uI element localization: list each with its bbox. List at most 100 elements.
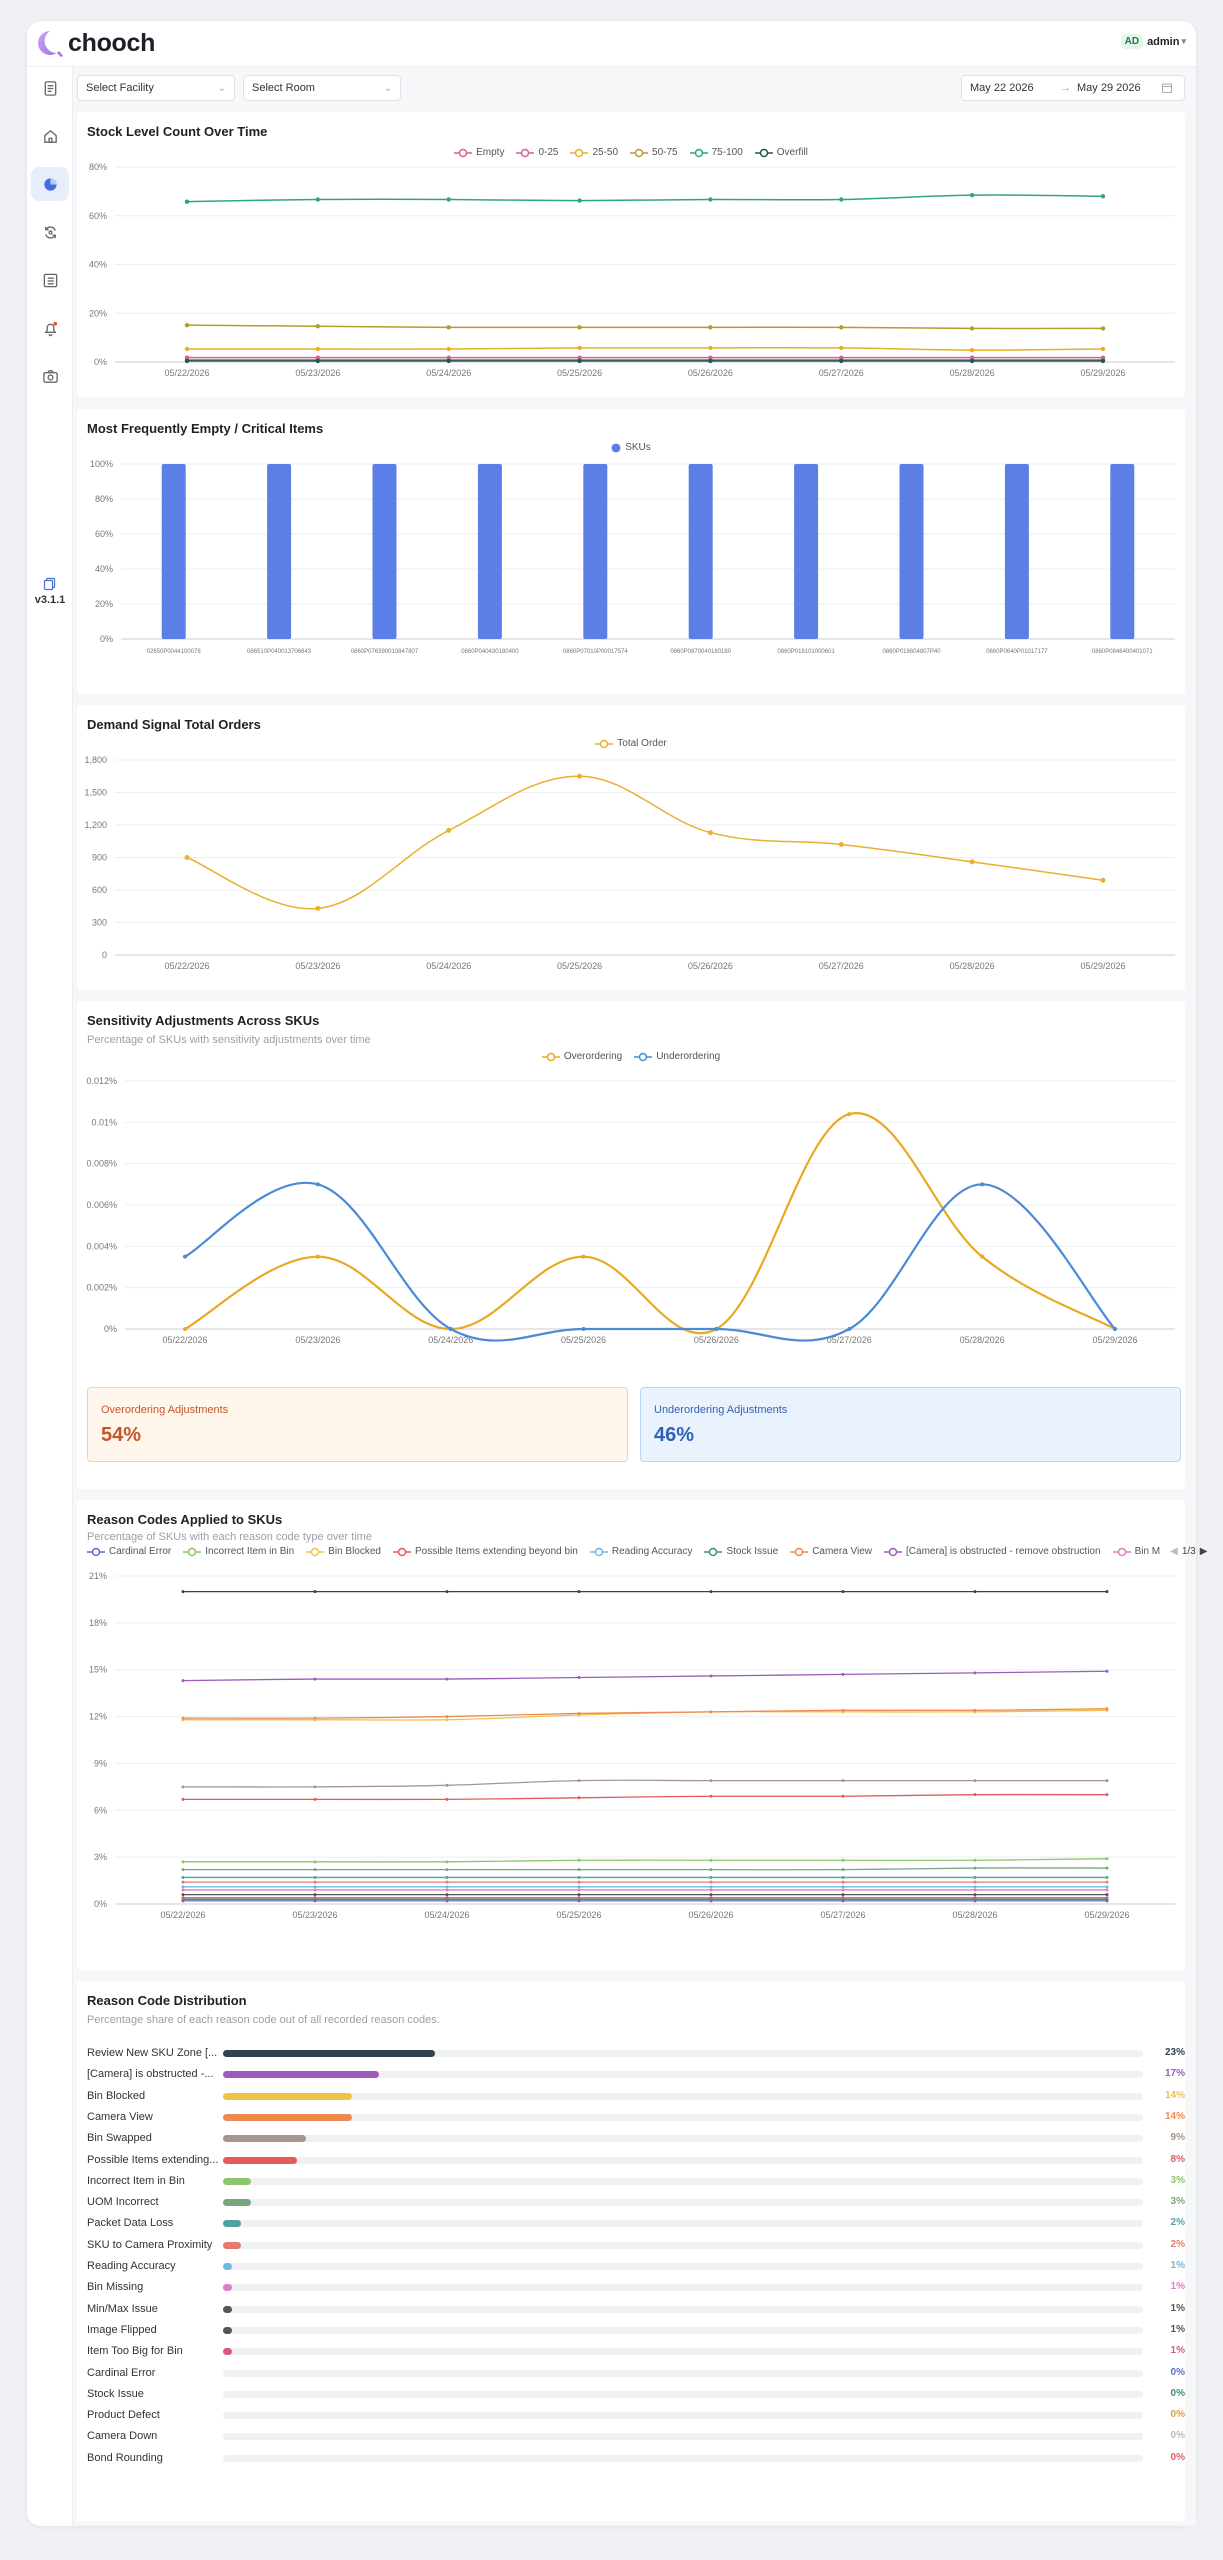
data-point: [577, 1880, 581, 1884]
distribution-row[interactable]: Camera View 14%: [87, 2107, 1185, 2128]
distribution-row[interactable]: Reading Accuracy 1%: [87, 2256, 1185, 2277]
distribution-row[interactable]: Bin Missing 1%: [87, 2277, 1185, 2298]
distribution-label: Min/Max Issue: [87, 2302, 158, 2315]
distribution-percent: 17%: [1164, 2068, 1185, 2080]
legend-item[interactable]: SKUs: [611, 442, 651, 453]
nav-document[interactable]: [31, 71, 69, 105]
distribution-row[interactable]: Min/Max Issue 1%: [87, 2299, 1185, 2320]
distribution-row[interactable]: Incorrect Item in Bin 3%: [87, 2171, 1185, 2192]
distribution-row[interactable]: Bond Rounding 0%: [87, 2448, 1185, 2469]
nav-analytics[interactable]: [31, 167, 69, 201]
legend-item[interactable]: Stock Issue: [704, 1546, 778, 1557]
legend-item[interactable]: 50-75: [630, 147, 678, 158]
nav-camera[interactable]: [31, 359, 69, 393]
legend-item[interactable]: Underordering: [634, 1051, 720, 1062]
x-tick-label: 0860P018604807P40: [882, 649, 941, 655]
data-point: [709, 1885, 713, 1889]
legend-item[interactable]: Possible Items extending beyond bin: [392, 1546, 578, 1557]
y-tick-label: 0.002%: [86, 1283, 117, 1293]
data-point: [973, 1708, 977, 1712]
x-tick-label: 05/28/2026: [950, 368, 995, 378]
legend-item[interactable]: 75-100: [689, 147, 743, 158]
legend-item[interactable]: Bin Blocked: [306, 1546, 381, 1557]
data-point: [577, 1858, 581, 1862]
bar: [372, 464, 397, 639]
pie-chart-icon: [43, 177, 57, 191]
legend-item[interactable]: Empty: [454, 147, 504, 158]
data-point: [577, 1676, 581, 1680]
y-tick-label: 20%: [89, 308, 107, 318]
data-point: [577, 1779, 581, 1783]
y-tick-label: 80%: [89, 162, 107, 172]
nav-notifications[interactable]: [31, 311, 69, 345]
series-reading-accuracy: [181, 1885, 1109, 1889]
room-select[interactable]: Select Room ⌄: [243, 75, 401, 101]
top-bar: chooch AD admin ▾: [27, 21, 1196, 67]
distribution-row[interactable]: Item Too Big for Bin 1%: [87, 2341, 1185, 2362]
distribution-row[interactable]: Camera Down 0%: [87, 2426, 1185, 2447]
distribution-row[interactable]: Bin Blocked 14%: [87, 2086, 1185, 2107]
x-tick-label: 05/27/2026: [819, 368, 864, 378]
distribution-row[interactable]: Product Defect 0%: [87, 2405, 1185, 2426]
legend-item[interactable]: Incorrect Item in Bin: [183, 1546, 294, 1557]
data-point: [581, 1254, 586, 1259]
distribution-row[interactable]: Cardinal Error 0%: [87, 2363, 1185, 2384]
date-end[interactable]: May 29 2026: [1077, 82, 1141, 94]
series-overfill: [184, 358, 1106, 364]
series-25-50: [184, 345, 1106, 353]
data-point: [315, 355, 321, 360]
distribution-percent: 14%: [1164, 2089, 1185, 2101]
chevron-right-icon[interactable]: ▶: [1199, 1546, 1208, 1557]
nav-home[interactable]: [31, 119, 69, 153]
legend-item[interactable]: Bin M: [1112, 1546, 1160, 1557]
date-start[interactable]: May 22 2026: [970, 82, 1034, 94]
user-menu[interactable]: AD admin ▾: [1120, 34, 1186, 49]
distribution-bar: [223, 2241, 242, 2249]
calendar-icon: [1161, 83, 1173, 94]
distribution-row[interactable]: SKU to Camera Proximity 2%: [87, 2235, 1185, 2256]
data-point: [709, 1794, 713, 1798]
version-info[interactable]: v3.1.1: [30, 577, 70, 606]
distribution-row[interactable]: Review New SKU Zone [... 23%: [87, 2043, 1185, 2064]
facility-select-value: Select Facility: [86, 82, 154, 94]
chevron-left-icon[interactable]: ◀: [1170, 1546, 1178, 1557]
bar: [1004, 464, 1029, 639]
distribution-row[interactable]: [Camera] is obstructed -... 17%: [87, 2064, 1185, 2085]
legend-item[interactable]: 25-50: [570, 147, 618, 158]
legend-marker: [611, 443, 621, 452]
logo[interactable]: chooch: [34, 27, 155, 59]
x-tick-label: 05/28/2026: [950, 961, 995, 971]
legend-item[interactable]: Overfill: [754, 147, 808, 158]
legend-item[interactable]: Total Order: [595, 738, 667, 749]
distribution-percent: 0%: [1170, 2451, 1185, 2463]
distribution-row[interactable]: UOM Incorrect 3%: [87, 2192, 1185, 2213]
nav-sync[interactable]: [31, 215, 69, 249]
legend-item[interactable]: [Camera] is obstructed - remove obstruct…: [884, 1546, 1101, 1557]
arrow-right-icon: →: [1060, 82, 1071, 94]
facility-select[interactable]: Select Facility ⌄: [77, 75, 235, 101]
underordering-summary: Underordering Adjustments 46%: [640, 1387, 1181, 1462]
distribution-label: Cardinal Error: [87, 2366, 156, 2379]
legend-item[interactable]: Reading Accuracy: [589, 1546, 692, 1557]
date-range-picker[interactable]: May 22 2026 → May 29 2026: [961, 75, 1185, 101]
data-point: [841, 1885, 845, 1889]
distribution-row[interactable]: Image Flipped 1%: [87, 2320, 1185, 2341]
reason-distribution-card: Reason Code Distribution Percentage shar…: [77, 1981, 1185, 2521]
data-point: [313, 1716, 317, 1720]
data-point: [1100, 326, 1106, 331]
distribution-bar: [223, 2348, 233, 2356]
legend-item[interactable]: Overordering: [541, 1051, 622, 1062]
distribution-row[interactable]: Packet Data Loss 2%: [87, 2213, 1185, 2234]
y-tick-label: 100%: [90, 459, 113, 469]
document-icon: [44, 80, 56, 96]
legend-item[interactable]: 0-25: [516, 147, 558, 158]
legend-item[interactable]: Cardinal Error: [87, 1546, 171, 1557]
bar: [267, 464, 292, 639]
data-point: [315, 324, 321, 329]
data-point: [184, 322, 190, 328]
distribution-row[interactable]: Possible Items extending... 8%: [87, 2150, 1185, 2171]
nav-list[interactable]: [31, 263, 69, 297]
distribution-row[interactable]: Bin Swapped 9%: [87, 2128, 1185, 2149]
legend-item[interactable]: Camera View: [790, 1546, 872, 1557]
distribution-row[interactable]: Stock Issue 0%: [87, 2384, 1185, 2405]
